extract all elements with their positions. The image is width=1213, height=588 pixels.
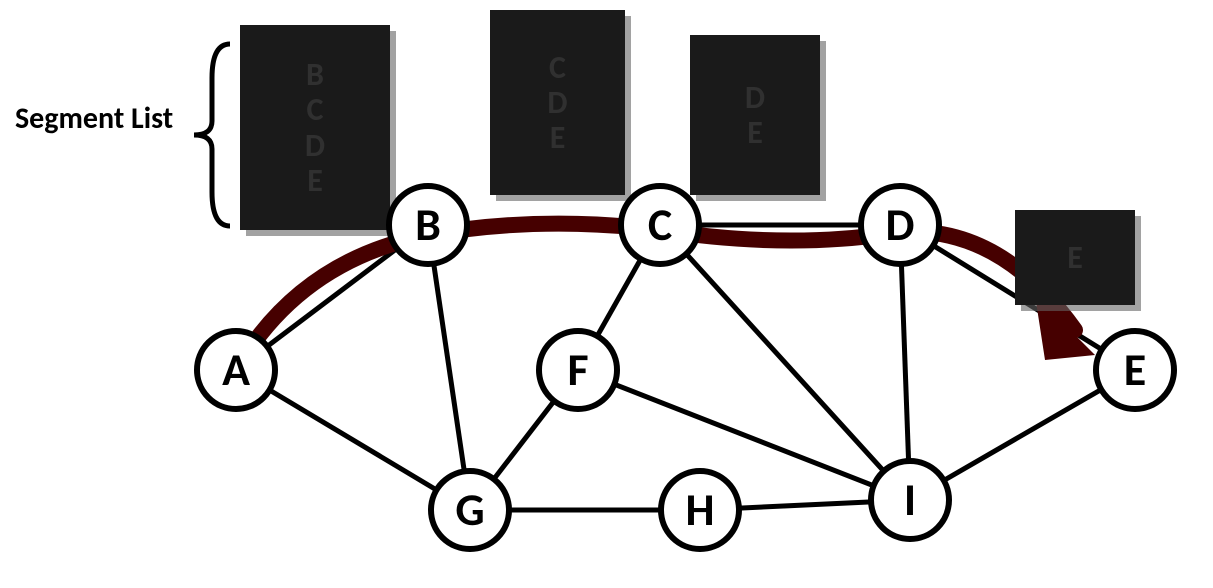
segment-box-0-item: B [306,57,324,92]
node-F: F [536,328,620,412]
node-F-label: F [567,342,588,398]
node-A-label: A [222,342,250,398]
node-G: G [428,468,512,552]
node-E: E [1093,328,1177,412]
segment-box-1-item: E [550,120,566,155]
edge-B-G [428,225,470,510]
segment-box-2-item: D [745,80,765,115]
node-A: A [194,328,278,412]
edge-C-I [660,225,910,500]
segment-box-0: BCDE [240,25,390,230]
segment-box-3: E [1015,210,1135,305]
segment-box-1: CDE [490,10,625,195]
node-D: D [858,183,942,267]
node-B: B [386,183,470,267]
segment-box-3-item: E [1067,240,1083,275]
node-E-label: E [1124,342,1146,398]
node-G-label: G [455,482,484,538]
segment-box-0-item: C [307,92,324,127]
node-C: C [618,183,702,267]
segment-box-2: DE [690,35,820,195]
segment-box-0-item: E [307,163,323,198]
node-H-label: H [685,482,714,538]
segment-box-1-item: D [547,85,567,120]
node-B-label: B [415,197,441,253]
node-I-label: I [904,472,916,528]
edge-F-I [578,370,910,500]
node-C-label: C [648,197,672,253]
segment-box-1-item: C [549,50,566,85]
segment-box-2-item: E [747,115,763,150]
node-D-label: D [886,197,915,253]
segment-box-0-item: D [305,128,325,163]
node-I: I [868,458,952,542]
node-H: H [658,468,742,552]
diagram-stage: Segment List BCDECDEDEEABCDEFGHI [0,0,1213,588]
